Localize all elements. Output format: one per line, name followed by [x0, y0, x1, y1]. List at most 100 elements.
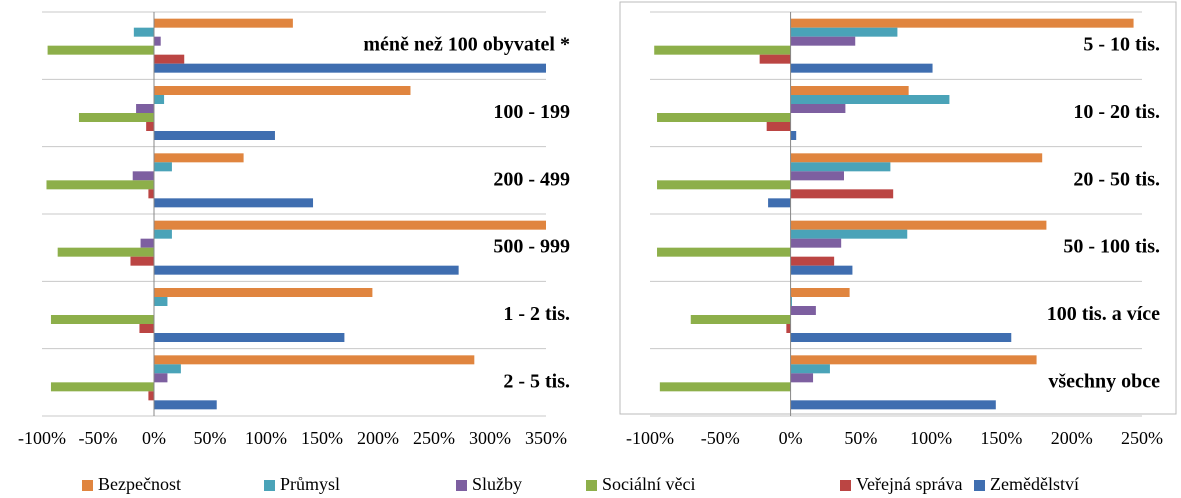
- bar: [154, 229, 172, 239]
- x-tick-label: -50%: [701, 428, 740, 448]
- bar: [790, 104, 846, 113]
- legend-swatch: [974, 480, 985, 491]
- legend-label: Sociální věci: [602, 474, 695, 494]
- bar: [154, 162, 172, 172]
- legend-label: Služby: [472, 474, 522, 494]
- x-tick-label: 200%: [357, 428, 399, 448]
- bar: [148, 189, 154, 199]
- x-tick-label: 100%: [910, 428, 952, 448]
- bar: [790, 229, 908, 239]
- bar: [148, 391, 154, 401]
- bar: [790, 95, 950, 104]
- x-tick-label: 350%: [525, 428, 567, 448]
- bar: [154, 265, 459, 275]
- bar: [790, 400, 996, 410]
- x-tick-label: 250%: [1121, 428, 1163, 448]
- bar: [790, 153, 1043, 163]
- x-tick-label: 250%: [413, 428, 455, 448]
- bar: [154, 63, 546, 73]
- bar: [790, 297, 792, 306]
- bar: [78, 113, 154, 122]
- bar: [768, 198, 791, 208]
- bar: [57, 247, 154, 257]
- x-tick-label: 200%: [1051, 428, 1093, 448]
- bar: [154, 95, 165, 104]
- bar: [154, 18, 293, 28]
- bar: [790, 18, 1134, 28]
- bar: [657, 247, 791, 257]
- category-label: všechny obce: [1048, 370, 1160, 392]
- bar: [790, 220, 1047, 230]
- category-label: 5 - 10 tis.: [1083, 34, 1160, 56]
- x-tick-label: 0%: [779, 428, 803, 448]
- bar: [146, 122, 154, 131]
- bar: [790, 36, 856, 46]
- bar: [790, 306, 816, 315]
- bar: [136, 104, 154, 113]
- category-label: 2 - 5 tis.: [503, 370, 570, 392]
- x-tick-label: 100%: [245, 428, 287, 448]
- bar: [786, 324, 791, 333]
- category-label: 100 - 199: [493, 101, 570, 123]
- bar: [766, 122, 791, 131]
- legend-label: Zemědělství: [990, 474, 1079, 494]
- bar: [790, 162, 891, 172]
- category-label: 200 - 499: [493, 168, 570, 190]
- bar: [132, 171, 154, 181]
- bar: [790, 355, 1037, 365]
- bar: [790, 171, 844, 181]
- bar: [790, 189, 894, 199]
- bar: [790, 27, 898, 37]
- bar: [154, 131, 275, 140]
- category-label: 1 - 2 tis.: [503, 303, 570, 325]
- bar: [154, 373, 168, 383]
- x-tick-label: -100%: [18, 428, 66, 448]
- bar: [790, 265, 853, 275]
- bar: [759, 54, 791, 64]
- bar: [790, 131, 797, 140]
- bar: [47, 45, 154, 55]
- legend-label: Veřejná správa: [856, 474, 962, 494]
- x-tick-label: 150%: [980, 428, 1022, 448]
- bar: [790, 333, 1012, 342]
- bar: [790, 86, 909, 95]
- legend-swatch: [586, 480, 597, 491]
- category-label: méně než 100 obyvatel *: [363, 34, 570, 56]
- x-tick-label: -100%: [626, 428, 674, 448]
- bar: [654, 45, 791, 55]
- bar: [154, 153, 244, 163]
- bar: [657, 113, 791, 122]
- x-tick-label: 0%: [142, 428, 166, 448]
- bar: [133, 27, 154, 37]
- bar: [154, 297, 168, 306]
- bar: [790, 373, 814, 383]
- bar: [154, 364, 181, 374]
- bar: [154, 355, 475, 365]
- category-label: 20 - 50 tis.: [1073, 168, 1160, 190]
- bar: [790, 238, 842, 248]
- bar: [657, 180, 791, 190]
- category-label: 10 - 20 tis.: [1073, 101, 1160, 123]
- legend-swatch: [82, 480, 93, 491]
- x-tick-label: 300%: [469, 428, 511, 448]
- x-tick-label: 50%: [194, 428, 227, 448]
- bar: [659, 382, 791, 392]
- bar: [154, 198, 314, 208]
- legend-label: Průmysl: [280, 474, 340, 494]
- panel-frame: [619, 1, 1177, 415]
- category-label: 100 tis. a více: [1047, 303, 1160, 325]
- bar: [130, 256, 154, 266]
- bar: [790, 63, 933, 73]
- bar: [154, 54, 185, 64]
- bar: [790, 364, 830, 374]
- legend-label: Bezpečnost: [98, 474, 181, 494]
- category-label: 50 - 100 tis.: [1063, 236, 1160, 258]
- bar: [154, 86, 411, 95]
- bar: [790, 288, 850, 297]
- bar: [154, 220, 546, 230]
- bar: [50, 315, 154, 324]
- bar: [154, 36, 161, 46]
- legend-swatch: [264, 480, 275, 491]
- bar: [790, 256, 835, 266]
